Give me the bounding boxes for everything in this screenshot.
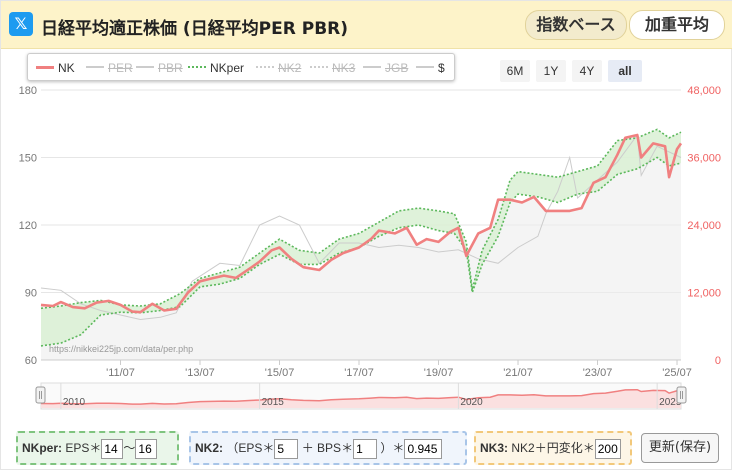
nkper-eps-label: EPS＊ xyxy=(65,441,102,455)
x-axis-tick-label: '25/07 xyxy=(662,367,692,379)
range-button-6m[interactable]: 6M xyxy=(500,60,530,82)
update-save-button[interactable]: 更新(保存) xyxy=(641,433,719,463)
legend-swatch xyxy=(136,66,154,69)
legend-label: PBR xyxy=(158,61,183,75)
nk2-bps-label: ＋ BPS＊ xyxy=(301,441,354,455)
navigator-year-label: 2015 xyxy=(262,397,285,408)
legend-swatch xyxy=(416,66,434,69)
nk2-eps-label: （EPS＊ xyxy=(226,441,275,455)
weighted-average-button[interactable]: 加重平均 xyxy=(629,10,725,40)
series-layer xyxy=(40,128,683,360)
legend-swatch xyxy=(188,66,206,69)
legend-swatch xyxy=(363,66,381,69)
nkper-tilde: ～ xyxy=(123,441,136,455)
navigator-year-label: 2020 xyxy=(460,397,483,408)
nk2-factor-input[interactable] xyxy=(404,438,443,459)
navigator-year-label: 2010 xyxy=(63,397,86,408)
navigator-series xyxy=(40,388,682,408)
range-button-1y[interactable]: 1Y xyxy=(536,60,566,82)
legend-item-pbr[interactable]: PBR xyxy=(136,61,183,75)
x-axis-tick-label: '11/07 xyxy=(106,367,135,379)
navigator-handle-right[interactable] xyxy=(676,386,687,404)
chart-watermark: https://nikkei225jp.com/data/per.php xyxy=(49,344,193,354)
legend-label: JGB xyxy=(385,61,409,75)
nk2-factor-label: ）＊ xyxy=(380,441,405,455)
index-base-button[interactable]: 指数ベース xyxy=(525,10,627,40)
right-axis-tick-label: 24,000 xyxy=(687,220,721,232)
navigator-line xyxy=(40,388,682,405)
navigator-year-label: 2025 xyxy=(659,397,682,408)
legend-label: NK2 xyxy=(278,61,302,75)
range-button-4y[interactable]: 4Y xyxy=(572,60,602,82)
right-axis-tick-label: 48,000 xyxy=(687,85,721,97)
page-title: 日経平均適正株価 (日経平均PER PBR) xyxy=(41,19,349,39)
legend-swatch xyxy=(86,66,104,69)
legend-item-nk[interactable]: NK xyxy=(36,61,75,75)
left-axis-tick-label: 150 xyxy=(19,153,37,165)
price-chart[interactable]: 180 150 120 90 60 48,000 36,000 24,000 12,000 0 '1… xyxy=(1,81,732,379)
range-button-all[interactable]: all xyxy=(608,60,642,82)
nkper-label: NKper: xyxy=(22,441,63,455)
range-navigator[interactable]: 2010 2015 2020 2025 xyxy=(1,379,732,413)
nkper-settings-panel: NKper: EPS＊ ～ xyxy=(16,431,179,465)
nkper-upper-line xyxy=(40,128,682,310)
legend-label: NK xyxy=(58,61,75,75)
nkper-min-input[interactable] xyxy=(101,438,124,459)
left-axis-tick-label: 120 xyxy=(19,220,37,232)
x-axis-tick-label: '13/07 xyxy=(185,367,215,379)
x-logo-icon[interactable]: 𝕏 xyxy=(9,12,33,36)
nk2-settings-panel: NK2: （EPS＊ ＋ BPS＊ ）＊ xyxy=(189,431,467,465)
legend-item-usd[interactable]: $ xyxy=(416,61,445,75)
header-bar: 𝕏 日経平均適正株価 (日経平均PER PBR) 指数ベース 加重平均 xyxy=(1,1,732,49)
nk2-bps-input[interactable] xyxy=(353,438,378,459)
right-axis-tick-label: 0 xyxy=(715,355,721,367)
nkper-band-fill xyxy=(41,129,681,346)
legend-swatch xyxy=(256,66,274,69)
nk2-label: NK2: xyxy=(195,441,224,455)
usd-series-line xyxy=(40,133,682,321)
legend-item-nk2[interactable]: NK2 xyxy=(256,61,301,75)
nkper-lower-line xyxy=(40,156,682,347)
nk3-label: NK3: xyxy=(480,441,509,455)
left-axis-tick-label: 180 xyxy=(19,85,37,97)
x-axis-tick-label: '23/07 xyxy=(583,367,613,379)
legend-item-jgb[interactable]: JGB xyxy=(363,61,408,75)
nkper-max-input[interactable] xyxy=(135,438,158,459)
legend-label: PER xyxy=(108,61,133,75)
left-axis-tick-label: 60 xyxy=(25,355,37,367)
x-axis-tick-label: '21/07 xyxy=(503,367,533,379)
legend-item-nkper[interactable]: NKper xyxy=(188,61,244,75)
axes-layer: 180 150 120 90 60 48,000 36,000 24,000 12,000 0 '1… xyxy=(19,85,721,379)
legend-label: $ xyxy=(438,61,445,75)
nk3-settings-panel: NK3: NK2＋円変化＊ xyxy=(474,431,632,465)
nk3-value-input[interactable] xyxy=(594,438,621,459)
legend-label: NK3 xyxy=(332,61,356,75)
nk3-text: NK2＋円変化＊ xyxy=(511,441,595,455)
navigator-handle-left[interactable] xyxy=(35,386,46,404)
legend-item-nk3[interactable]: NK3 xyxy=(310,61,355,75)
x-axis-tick-label: '15/07 xyxy=(265,367,295,379)
x-axis-tick-label: '17/07 xyxy=(344,367,374,379)
left-axis-tick-label: 90 xyxy=(25,288,37,300)
legend-swatch xyxy=(310,66,328,69)
right-axis-tick-label: 12,000 xyxy=(687,288,721,300)
legend-item-per[interactable]: PER xyxy=(86,61,133,75)
chart-legend: NK PER PBR NKper NK2 NK3 JGB $ xyxy=(27,53,455,81)
x-axis-tick-label: '19/07 xyxy=(424,367,454,379)
nk-series-line xyxy=(40,133,683,314)
legend-swatch xyxy=(36,65,54,69)
right-axis-tick-label: 36,000 xyxy=(687,153,721,165)
legend-label: NKper xyxy=(210,61,245,75)
navigator-labels: 2010 2015 2020 2025 xyxy=(60,383,682,409)
nk2-eps-input[interactable] xyxy=(274,438,299,459)
